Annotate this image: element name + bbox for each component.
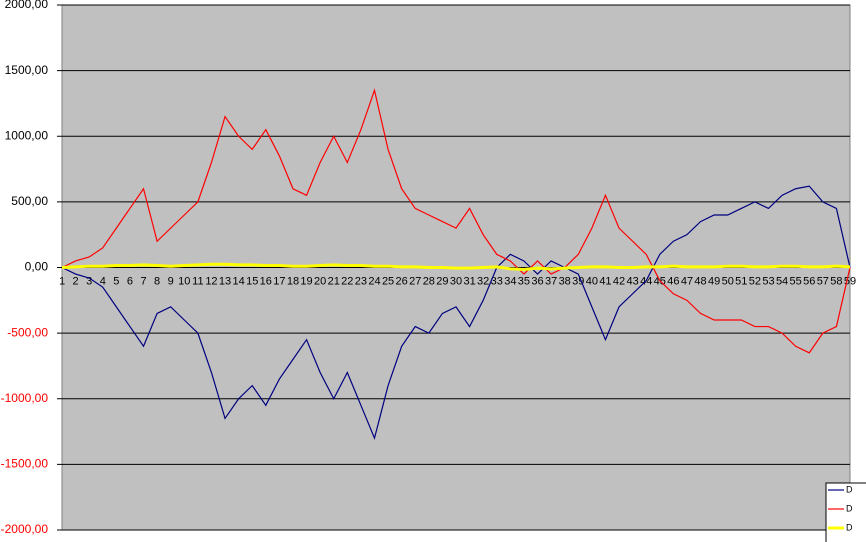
x-tick-label: 33 xyxy=(491,275,503,287)
x-tick-label: 29 xyxy=(436,275,448,287)
x-tick-label: 8 xyxy=(154,275,160,287)
x-tick-label: 3 xyxy=(86,275,92,287)
x-tick-label: 31 xyxy=(463,275,475,287)
x-tick-label: 16 xyxy=(260,275,272,287)
y-tick-label: 1500,00 xyxy=(5,63,49,77)
y-tick-label: 1000,00 xyxy=(5,128,49,142)
series-line xyxy=(61,262,851,271)
legend-box xyxy=(825,482,866,542)
x-tick-label: 12 xyxy=(205,275,217,287)
x-tick-label: 34 xyxy=(504,275,516,287)
x-tick-label: 11 xyxy=(192,275,203,287)
y-tick-label: 0,00 xyxy=(25,260,49,274)
x-tick-label: 32 xyxy=(477,275,489,287)
x-tick-label: 41 xyxy=(599,275,611,287)
x-tick-label: 19 xyxy=(300,275,312,287)
x-tick-label: 28 xyxy=(423,275,435,287)
legend: DDD xyxy=(825,482,866,542)
x-tick-label: 48 xyxy=(694,275,706,287)
x-tick-label: 58 xyxy=(830,275,842,287)
x-tick-label: 6 xyxy=(127,275,133,287)
legend-label: D xyxy=(846,484,853,494)
x-tick-label: 30 xyxy=(450,275,462,287)
y-tick-label: -1500,00 xyxy=(1,457,49,471)
x-tick-label: 13 xyxy=(219,275,231,287)
x-tick-label: 36 xyxy=(531,275,543,287)
x-tick-label: 10 xyxy=(178,275,190,287)
x-tick-label: 21 xyxy=(328,275,340,287)
x-tick-label: 51 xyxy=(735,275,747,287)
x-tick-label: 43 xyxy=(626,275,638,287)
x-tick-label: 9 xyxy=(168,275,174,287)
x-tick-label: 18 xyxy=(287,275,299,287)
x-tick-label: 1 xyxy=(59,275,65,287)
x-tick-label: 5 xyxy=(113,275,119,287)
x-tick-label: 52 xyxy=(749,275,761,287)
x-tick-label: 46 xyxy=(667,275,679,287)
x-tick-label: 24 xyxy=(368,275,380,287)
y-tick-label: -500,00 xyxy=(7,325,48,339)
x-tick-label: 42 xyxy=(613,275,625,287)
x-tick-label: 37 xyxy=(545,275,557,287)
x-tick-label: 47 xyxy=(681,275,693,287)
x-tick-label: 23 xyxy=(355,275,367,287)
x-tick-label: 38 xyxy=(559,275,571,287)
series-line xyxy=(61,88,851,354)
x-tick-label: 20 xyxy=(314,275,326,287)
x-tick-label: 40 xyxy=(586,275,598,287)
x-tick-label: 4 xyxy=(100,275,106,287)
x-tick-label: 57 xyxy=(817,275,829,287)
x-tick-label: 39 xyxy=(572,275,584,287)
x-tick-label: 53 xyxy=(762,275,774,287)
y-tick-label: -1000,00 xyxy=(1,391,49,405)
y-tick-label: 500,00 xyxy=(11,194,48,208)
y-tick-label: -2000,00 xyxy=(1,522,49,536)
legend-label: D xyxy=(846,503,853,513)
x-tick-label: 56 xyxy=(803,275,815,287)
x-tick-label: 22 xyxy=(341,275,353,287)
x-tick-label: 7 xyxy=(140,275,146,287)
x-tick-label: 35 xyxy=(518,275,530,287)
x-tick-label: 2 xyxy=(73,275,79,287)
x-tick-label: 55 xyxy=(790,275,802,287)
x-tick-label: 54 xyxy=(776,275,788,287)
legend-label: D xyxy=(846,522,853,532)
y-tick-label: 2000,00 xyxy=(5,0,49,11)
x-tick-label: 14 xyxy=(232,275,244,287)
x-tick-label: 25 xyxy=(382,275,394,287)
x-tick-label: 17 xyxy=(273,275,285,287)
x-tick-label: 26 xyxy=(396,275,408,287)
x-tick-label: 15 xyxy=(246,275,258,287)
x-tick-label: 27 xyxy=(409,275,421,287)
x-tick-label: 49 xyxy=(708,275,720,287)
x-tick-label: 50 xyxy=(722,275,734,287)
series-line xyxy=(61,185,851,441)
